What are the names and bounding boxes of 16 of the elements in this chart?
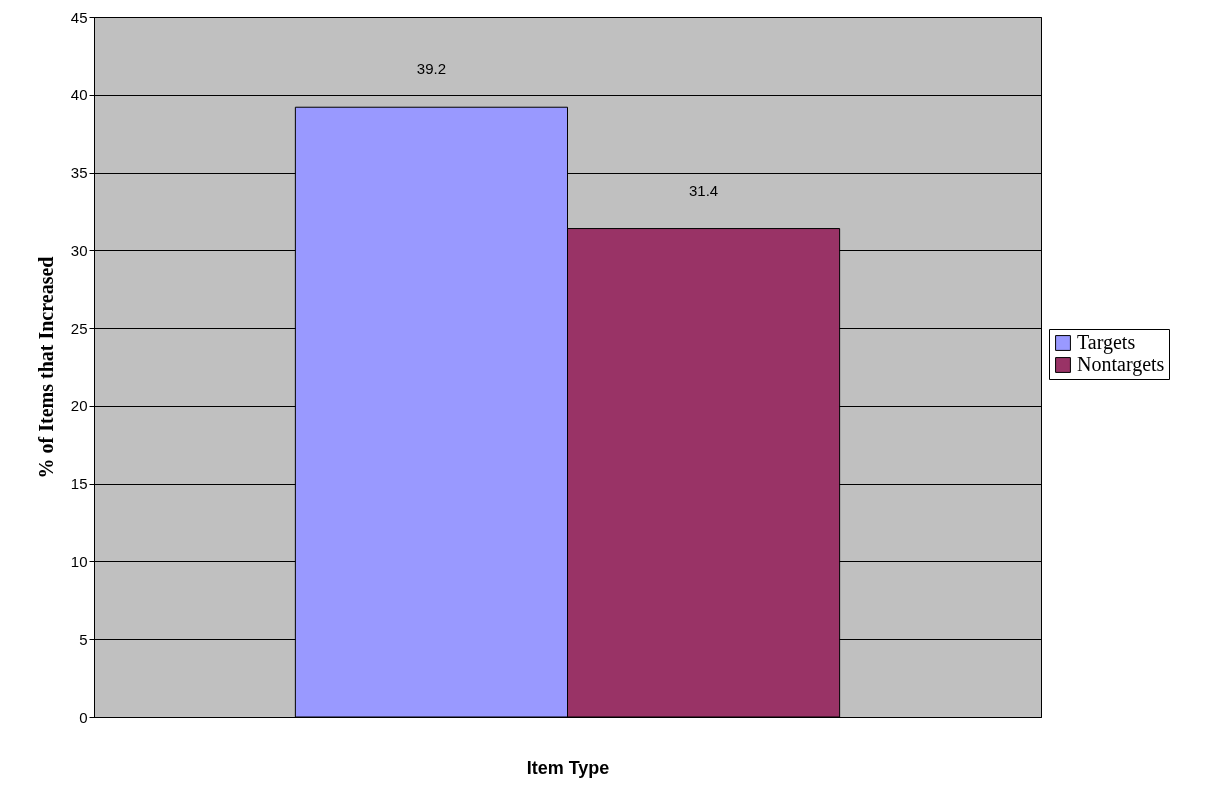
x-axis-title: Item Type (526, 757, 610, 778)
legend-label: Nontargets (1077, 353, 1165, 376)
y-tick-label: 15 (70, 475, 88, 493)
y-tick-label: 30 (70, 241, 88, 259)
y-tick-label: 5 (79, 630, 88, 648)
y-axis-title: % of Items that Increased (34, 256, 57, 479)
y-tick-label: 0 (79, 708, 88, 726)
y-tick-label: 10 (70, 552, 88, 570)
y-tick-label: 45 (70, 8, 88, 26)
legend-label: Targets (1077, 331, 1136, 354)
y-tick-label: 25 (70, 319, 88, 337)
data-label: 31.4 (688, 181, 719, 199)
y-tick-label: 35 (70, 164, 88, 182)
y-tick-label: 20 (70, 397, 88, 415)
data-label: 39.2 (416, 60, 447, 78)
y-tick-label: 40 (70, 86, 88, 104)
